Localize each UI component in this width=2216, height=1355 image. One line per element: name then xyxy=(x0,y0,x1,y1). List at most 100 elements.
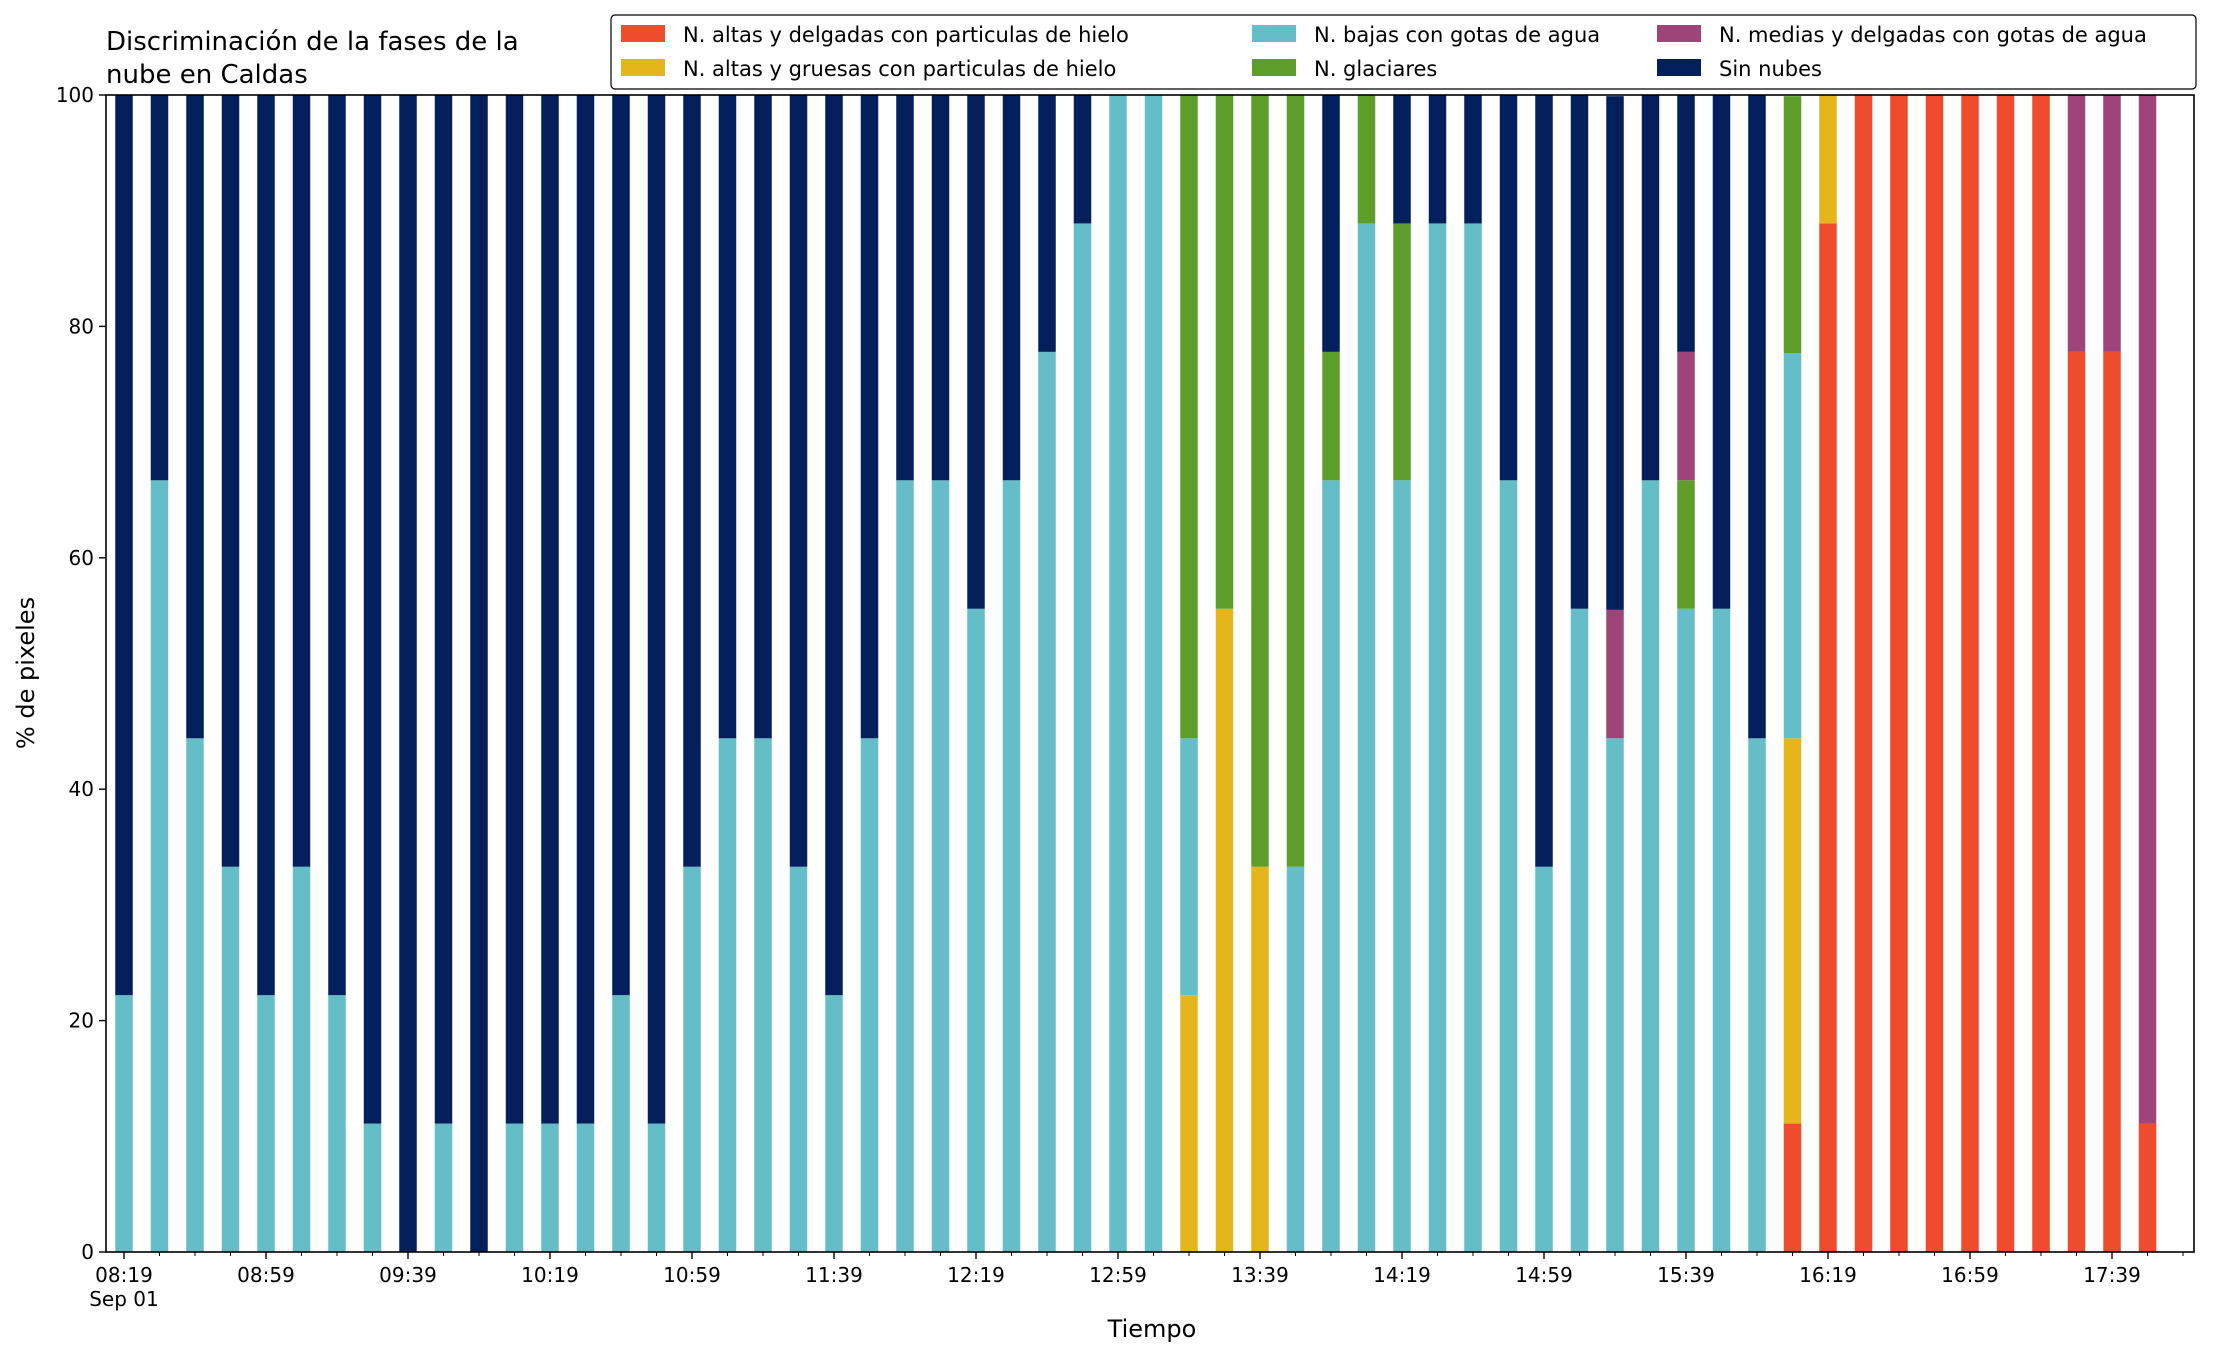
legend-label: N. altas y delgadas con particulas de hi… xyxy=(683,23,1129,47)
bar-segment xyxy=(825,995,843,1252)
y-tick-label: 0 xyxy=(81,1240,94,1264)
bar-segment xyxy=(576,95,595,1124)
bar-segment xyxy=(363,95,382,1124)
x-tick-label: 08:59 xyxy=(237,1263,295,1287)
bar-segment xyxy=(541,1123,559,1252)
bar-segment xyxy=(647,95,666,1124)
bar-segment xyxy=(1499,480,1518,1252)
bar-segment xyxy=(1535,866,1553,1252)
bar-segment xyxy=(1393,223,1411,481)
bar-segment xyxy=(2138,1123,2157,1252)
legend-frame xyxy=(610,14,2197,90)
bar-segment xyxy=(1464,95,1482,224)
x-tick-label: 16:19 xyxy=(1799,1263,1857,1287)
bar-segment xyxy=(967,608,985,1252)
chart-title-line-1: Discriminación de la fases de la xyxy=(106,27,519,57)
bar-segment xyxy=(1038,351,1056,1253)
bar-segment xyxy=(1215,95,1234,609)
bar-segment xyxy=(1712,608,1731,1252)
chart-title-line-2: nube en Caldas xyxy=(106,60,308,90)
bar-segment xyxy=(115,995,133,1252)
x-tick-label: 09:39 xyxy=(379,1263,437,1287)
bar-segment xyxy=(967,95,985,609)
bar-segment xyxy=(1180,995,1198,1252)
bar-segment xyxy=(363,1123,382,1252)
legend-label: N. glaciares xyxy=(1314,57,1437,81)
bar-segment xyxy=(1925,95,1944,1252)
bar-segment xyxy=(1996,95,2015,1252)
bar-segment xyxy=(1606,96,1624,610)
bar-segment xyxy=(1357,223,1376,1253)
bar-segment xyxy=(931,480,950,1252)
bar-segment xyxy=(683,866,701,1252)
y-axis-label: % de pixeles xyxy=(12,597,40,749)
bar-segment xyxy=(1286,95,1305,867)
y-tick-label: 100 xyxy=(56,83,94,107)
bar-segment xyxy=(1322,95,1340,352)
bar-segment xyxy=(434,95,453,1124)
bar-segment xyxy=(1393,95,1411,224)
bar-segment xyxy=(1890,95,1908,1252)
bar-segment xyxy=(1464,223,1482,1253)
y-tick-label: 40 xyxy=(69,777,94,801)
legend-swatch xyxy=(1252,59,1296,76)
bar-segment xyxy=(2032,95,2050,1252)
bar-segment xyxy=(683,95,701,867)
bar-segment xyxy=(896,480,914,1252)
x-axis: 08:19 08:59 09:39 10:19 10:59 11:39 12:19 12:59… xyxy=(89,1252,2184,1311)
legend-swatch xyxy=(621,59,665,76)
bar-segment xyxy=(1322,480,1340,1252)
bar-segment xyxy=(1073,223,1092,1253)
bar-segment xyxy=(1606,738,1624,1252)
x-tick-label: 12:19 xyxy=(947,1263,1005,1287)
legend-swatch xyxy=(1657,59,1701,76)
bar-segment xyxy=(1641,480,1660,1252)
legend-label: N. altas y gruesas con particulas de hie… xyxy=(683,57,1116,81)
bar-segment xyxy=(612,95,630,996)
bar-segment xyxy=(860,738,879,1252)
bar-segment xyxy=(1748,738,1766,1252)
bar-segment xyxy=(1002,480,1021,1252)
bar-segment xyxy=(1641,95,1660,481)
bar-segment xyxy=(1819,95,1837,224)
x-tick-label: 11:39 xyxy=(805,1263,863,1287)
bar-segment xyxy=(1286,866,1305,1252)
x-tick-label: 14:59 xyxy=(1515,1263,1573,1287)
bar-segment xyxy=(257,995,275,1252)
bar-segment xyxy=(2067,95,2086,352)
legend-swatch xyxy=(1657,25,1701,42)
bar-segment xyxy=(1677,608,1695,1252)
bar-segment xyxy=(1748,95,1766,739)
bar-segment xyxy=(1783,353,1802,739)
bar-segment xyxy=(1428,95,1447,224)
bar-segment xyxy=(399,95,417,1252)
bar-segment xyxy=(1606,609,1624,739)
bar-segment xyxy=(1677,95,1695,352)
bar-segment xyxy=(1215,608,1234,1252)
bar-segment xyxy=(1783,1123,1802,1252)
bar-segment xyxy=(860,95,879,739)
bar-segment xyxy=(1854,95,1873,1252)
bar-segment xyxy=(292,95,311,867)
bar-segment xyxy=(718,95,737,739)
bar-segment xyxy=(1180,738,1198,996)
bar-segment xyxy=(647,1123,666,1252)
x-tick-label: 14:19 xyxy=(1373,1263,1431,1287)
bar-segment xyxy=(789,95,808,867)
bar-segment xyxy=(257,95,275,996)
bar-segment xyxy=(2138,95,2157,1124)
bar-segment xyxy=(1535,95,1553,867)
bar-segment xyxy=(1570,608,1589,1252)
x-tick-label: 17:39 xyxy=(2083,1263,2141,1287)
bar-segment xyxy=(1712,95,1731,609)
plot-frame xyxy=(105,94,2195,1253)
legend-swatch xyxy=(621,25,665,42)
bar-segment xyxy=(1570,95,1589,609)
bar-segment xyxy=(150,480,169,1252)
legend-label: Sin nubes xyxy=(1719,57,1822,81)
bar-segment xyxy=(1251,866,1269,1252)
bar-segment xyxy=(221,95,240,867)
bar-segment xyxy=(576,1123,595,1252)
bar-segment xyxy=(1428,223,1447,1253)
bar-segment xyxy=(754,95,772,739)
